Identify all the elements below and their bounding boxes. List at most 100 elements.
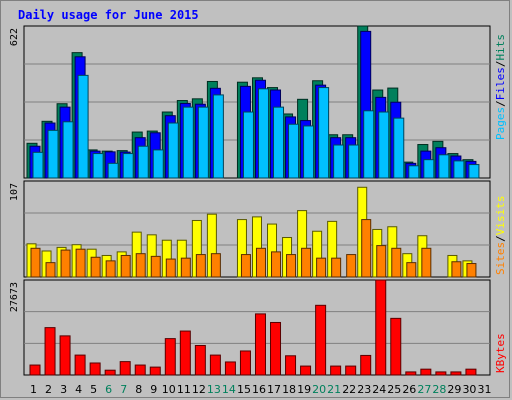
legend-entry: Visits <box>494 196 507 236</box>
y-max-label: 107 <box>9 183 20 201</box>
bar-kbytes <box>179 330 191 376</box>
bar-pages <box>318 87 330 179</box>
x-tick-label: 9 <box>150 383 157 396</box>
bar-pages <box>468 164 480 179</box>
x-tick-label: 10 <box>162 383 176 396</box>
bar-pages <box>408 165 420 179</box>
x-tick-label: 31 <box>477 383 491 396</box>
bar-kbytes <box>270 321 282 376</box>
bar-pages <box>47 129 59 179</box>
x-tick-label: 3 <box>60 383 67 396</box>
x-tick-label: 28 <box>432 383 446 396</box>
bar-kbytes <box>29 364 41 376</box>
bar-kbytes <box>315 304 327 376</box>
bar-sites <box>421 247 432 278</box>
bar-sites <box>90 256 101 278</box>
bar-sites <box>286 254 297 278</box>
bar-kbytes <box>134 364 146 376</box>
bar-sites <box>271 251 282 278</box>
bar-kbytes <box>164 338 176 376</box>
bar-sites <box>150 255 161 278</box>
bar-pages <box>393 117 405 179</box>
bar-sites <box>195 254 206 278</box>
x-tick-label: 1 <box>30 383 37 396</box>
x-tick-label: 2 <box>45 383 52 396</box>
y-max-label: 27673 <box>9 282 20 312</box>
x-tick-label: 26 <box>402 383 416 396</box>
bar-kbytes <box>254 313 266 376</box>
bar-kbytes <box>375 279 387 376</box>
bar-kbytes <box>239 350 251 376</box>
x-tick-label: 20 <box>312 383 326 396</box>
y-max-label: 622 <box>9 28 20 46</box>
bar-pages <box>107 162 119 179</box>
bar-pages <box>333 144 345 179</box>
bar-sites <box>451 261 462 278</box>
x-tick-label: 8 <box>135 383 142 396</box>
bar-kbytes <box>149 366 161 376</box>
bar-pages <box>273 106 285 179</box>
bar-sites <box>60 249 71 278</box>
legend-entry: Files <box>494 67 507 100</box>
bar-sites <box>316 257 327 278</box>
bar-sites <box>120 254 131 278</box>
bar-pages <box>152 149 164 179</box>
legend-entry: Hits <box>494 34 507 61</box>
bar-kbytes <box>360 354 372 376</box>
bar-sites <box>165 258 176 278</box>
bar-kbytes <box>74 354 86 376</box>
bar-sites <box>210 253 221 278</box>
bar-pages <box>212 94 224 179</box>
legend-middle: Sites/Visits <box>494 196 507 276</box>
bar-kbytes <box>420 368 432 376</box>
bar-pages <box>77 74 89 179</box>
bar-sites <box>331 257 342 278</box>
x-tick-label: 18 <box>282 383 296 396</box>
bar-sites <box>75 248 86 278</box>
bar-kbytes <box>300 365 312 376</box>
bar-pages <box>423 159 435 179</box>
legend-entry: / <box>494 235 507 242</box>
bar-pages <box>438 154 450 179</box>
bar-pages <box>363 110 375 179</box>
bar-kbytes <box>104 369 116 376</box>
bar-kbytes <box>405 371 417 376</box>
bar-kbytes <box>435 371 447 376</box>
x-tick-label: 27 <box>417 383 431 396</box>
legend-entry: Sites <box>494 242 507 275</box>
bar-kbytes <box>194 344 206 376</box>
bar-pages <box>197 106 209 179</box>
bar-pages <box>453 160 465 179</box>
chart-title: Daily usage for June 2015 <box>18 8 199 22</box>
bar-kbytes <box>390 317 402 376</box>
bar-pages <box>62 121 74 179</box>
x-tick-label: 5 <box>90 383 97 396</box>
x-tick-label: 23 <box>357 383 371 396</box>
bar-pages <box>303 125 315 179</box>
legend-entry: / <box>494 61 507 68</box>
bar-sites <box>255 247 266 278</box>
x-tick-label: 4 <box>75 383 82 396</box>
bar-sites <box>301 247 312 278</box>
bar-sites <box>180 257 191 278</box>
x-tick-label: 21 <box>327 383 341 396</box>
legend-top: Pages/Files/Hits <box>494 34 507 140</box>
bar-pages <box>242 111 254 179</box>
x-tick-label: 14 <box>222 383 236 396</box>
bar-kbytes <box>330 365 342 376</box>
bar-sites <box>391 247 402 278</box>
panel-bottom: 27673 <box>9 279 491 376</box>
bar-pages <box>288 123 300 179</box>
bar-sites <box>466 263 477 278</box>
panel-middle: 107 <box>9 180 491 278</box>
x-tick-label: 11 <box>177 383 191 396</box>
bar-pages <box>182 106 194 179</box>
bar-kbytes <box>450 371 462 376</box>
x-tick-label: 25 <box>387 383 401 396</box>
bar-kbytes <box>89 362 101 376</box>
x-tick-label: 30 <box>462 383 476 396</box>
legend-bottom: KBytes <box>494 333 507 373</box>
bar-kbytes <box>465 368 477 376</box>
bar-kbytes <box>119 361 131 376</box>
x-tick-label: 6 <box>105 383 112 396</box>
